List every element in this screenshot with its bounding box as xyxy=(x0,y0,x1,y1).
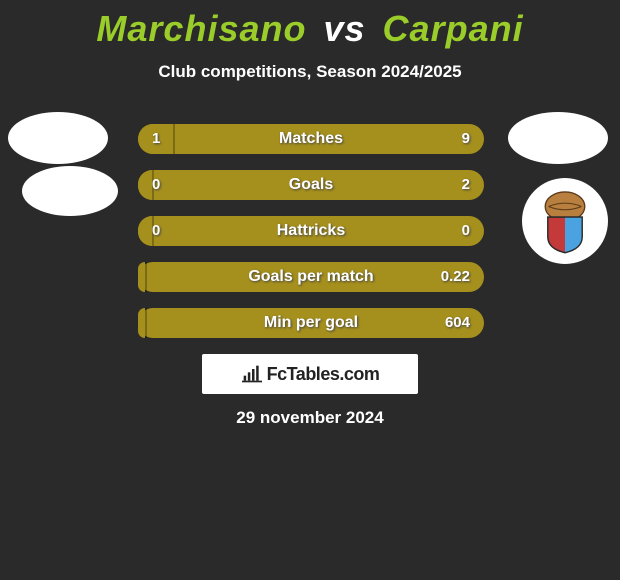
stat-value-left: 1 xyxy=(152,124,160,154)
stat-row: Min per goal604 xyxy=(138,308,484,338)
page-title: Marchisano vs Carpani xyxy=(0,0,620,50)
stat-value-left: 0 xyxy=(152,170,160,200)
site-attribution: FcTables.com xyxy=(202,354,418,394)
club-badge-icon xyxy=(532,188,598,254)
stat-value-left: 0 xyxy=(152,216,160,246)
stat-bars: Matches19Goals02Hattricks00Goals per mat… xyxy=(138,124,484,354)
player1-avatar-secondary xyxy=(22,166,118,216)
player2-avatar-primary xyxy=(508,112,608,164)
stat-row: Matches1 9 xyxy=(138,124,484,154)
vs-word: vs xyxy=(323,8,365,49)
player1-avatar-primary xyxy=(8,112,108,164)
stat-value-right: 604 xyxy=(445,308,470,338)
stat-label: Min per goal xyxy=(138,308,484,338)
stat-value-right: 0.22 xyxy=(441,262,470,292)
subtitle: Club competitions, Season 2024/2025 xyxy=(0,62,620,82)
stat-value-right: 0 xyxy=(462,216,470,246)
generation-date: 29 november 2024 xyxy=(0,408,620,428)
stat-label: Matches xyxy=(138,124,484,154)
player2-club-badge xyxy=(522,178,608,264)
player2-name: Carpani xyxy=(383,8,524,49)
stat-label: Hattricks xyxy=(138,216,484,246)
stat-value-right: 2 xyxy=(462,170,470,200)
stat-label: Goals xyxy=(138,170,484,200)
stat-row: Goals0 2 xyxy=(138,170,484,200)
stat-value-right: 9 xyxy=(462,124,470,154)
site-name: FcTables.com xyxy=(267,364,380,385)
bars-chart-icon xyxy=(241,364,263,384)
stat-row: Hattricks0 0 xyxy=(138,216,484,246)
stat-label: Goals per match xyxy=(138,262,484,292)
stat-row: Goals per match0.22 xyxy=(138,262,484,292)
player1-name: Marchisano xyxy=(96,8,306,49)
